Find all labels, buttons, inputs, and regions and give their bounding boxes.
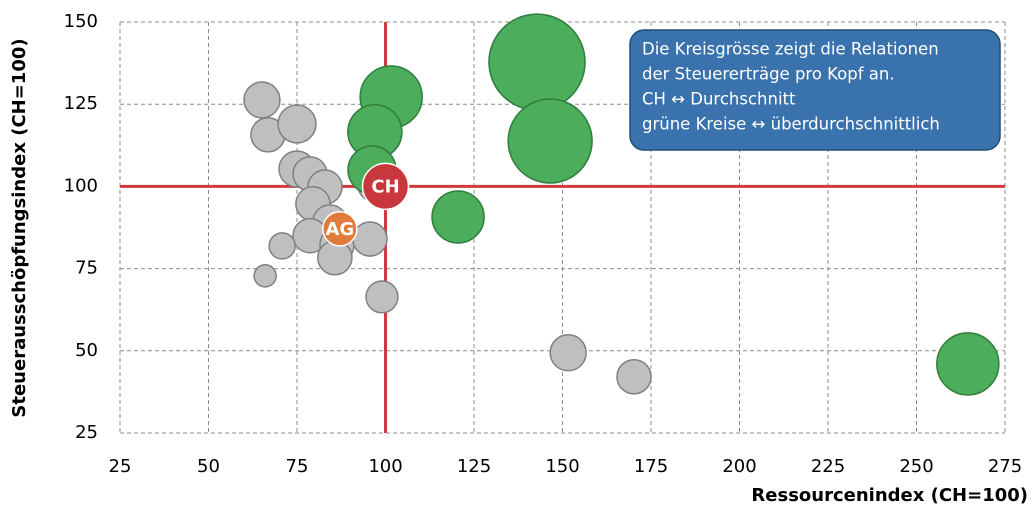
annotation-text: Die Kreisgrösse zeigt die Relationen xyxy=(642,40,939,59)
x-tick-label: 125 xyxy=(457,456,491,477)
annotation-box xyxy=(629,29,1001,151)
bubble xyxy=(616,358,652,395)
x-tick-label: 250 xyxy=(899,456,933,477)
bubble-label: AG xyxy=(325,219,354,240)
x-tick-label: 25 xyxy=(109,456,132,477)
y-axis-label: Steuerausschöpfungsindex (CH=100) xyxy=(9,38,30,417)
bubble-label: CH xyxy=(371,176,399,197)
x-tick-label: 200 xyxy=(722,456,756,477)
x-tick-label: 225 xyxy=(811,456,845,477)
bubble xyxy=(488,13,586,111)
bubble xyxy=(277,104,317,144)
x-tick-label: 50 xyxy=(197,456,220,477)
x-axis-label: Ressourcenindex (CH=100) xyxy=(751,485,1028,506)
y-tick-label: 25 xyxy=(75,422,98,443)
y-tick-label: 100 xyxy=(64,175,98,196)
bubble xyxy=(243,81,281,119)
x-tick-label: 100 xyxy=(368,456,402,477)
x-tick-label: 175 xyxy=(634,456,668,477)
bubble xyxy=(507,98,593,184)
y-tick-label: 125 xyxy=(64,93,98,114)
bubble xyxy=(936,332,1000,396)
bubble xyxy=(268,232,296,260)
x-tick-label: 150 xyxy=(545,456,579,477)
bubble xyxy=(352,221,388,257)
y-tick-label: 150 xyxy=(64,11,98,32)
y-tick-label: 50 xyxy=(75,340,98,361)
y-tick-label: 75 xyxy=(75,258,98,279)
annotation-text: grüne Kreise ↔ überdurchschnittlich xyxy=(642,115,940,134)
bubble xyxy=(253,264,277,288)
bubble xyxy=(549,334,587,372)
bubble xyxy=(431,190,485,244)
x-tick-label: 275 xyxy=(988,456,1022,477)
x-tick-label: 75 xyxy=(286,456,309,477)
bubble xyxy=(361,162,410,211)
bubble xyxy=(365,280,399,314)
annotation-text: der Steuererträge pro Kopf an. xyxy=(642,65,895,84)
bubble xyxy=(322,211,358,247)
annotation-text: CH ↔ Durchschnitt xyxy=(642,90,796,109)
